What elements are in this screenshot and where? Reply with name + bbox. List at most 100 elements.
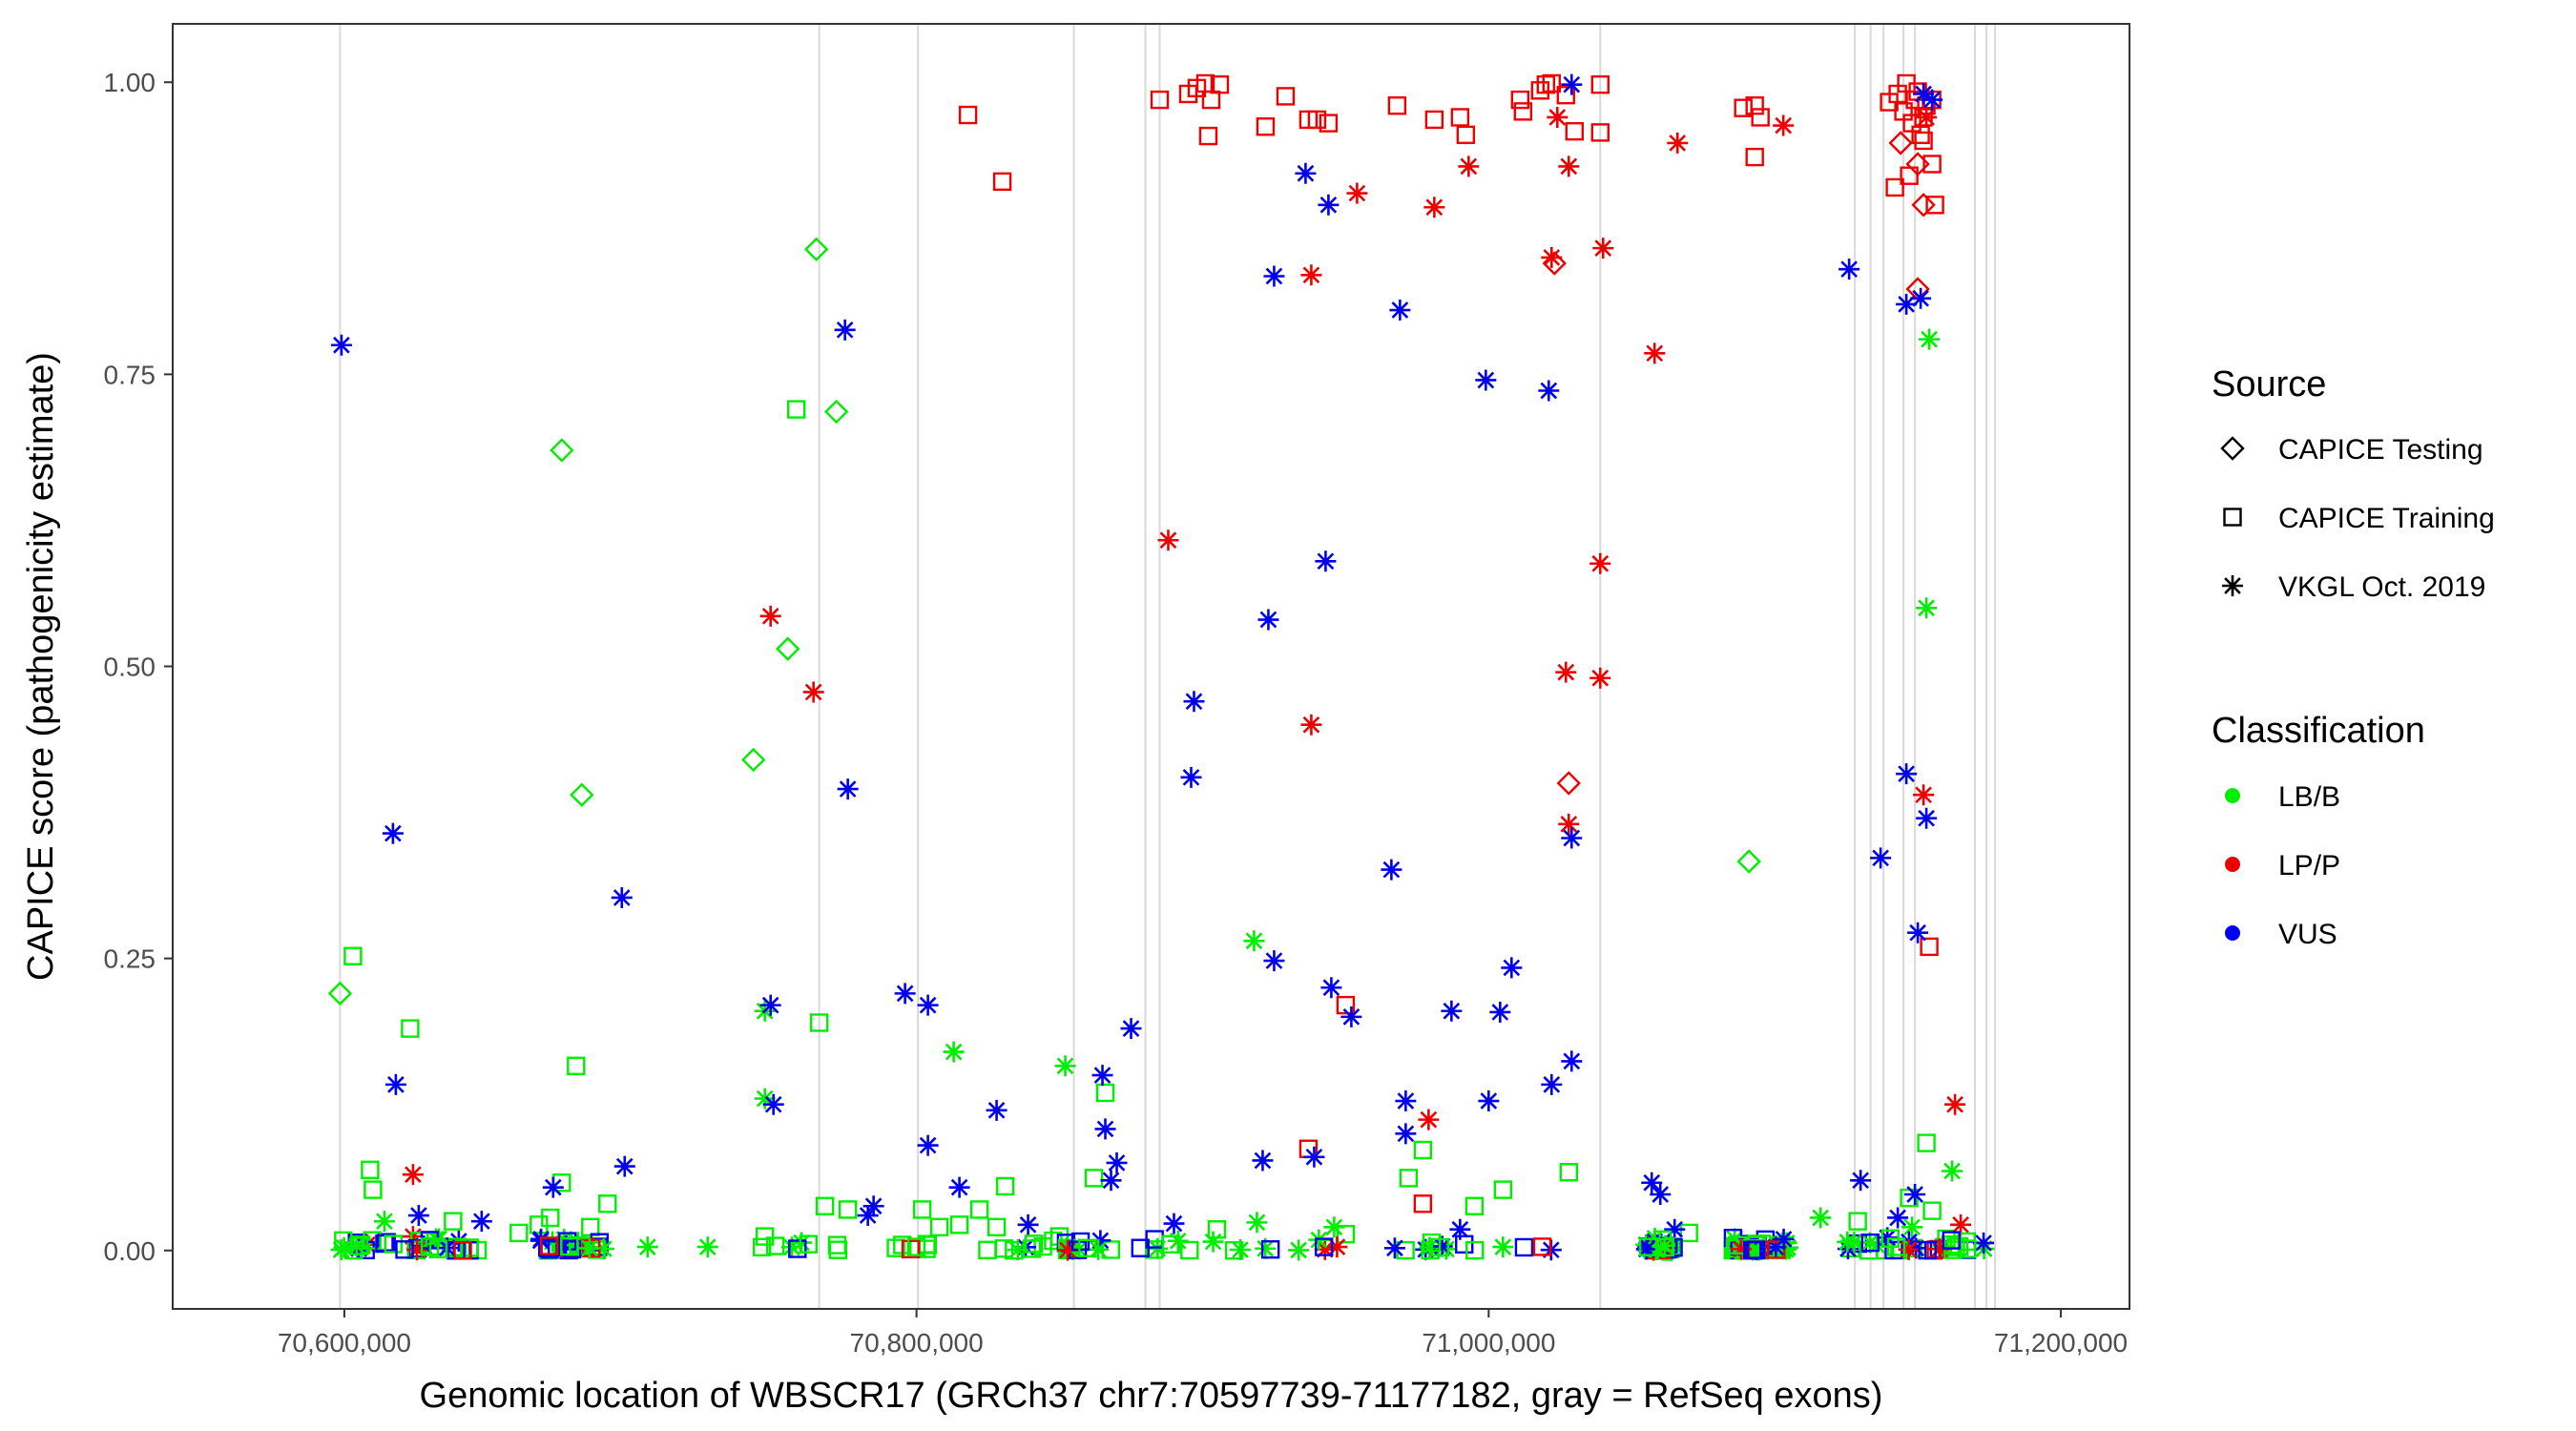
data-point xyxy=(1413,1140,1433,1160)
data-point xyxy=(613,1155,635,1177)
data-point xyxy=(444,1212,463,1231)
data-point xyxy=(1300,264,1322,286)
baseline-point xyxy=(1415,1238,1437,1260)
data-point xyxy=(1478,1090,1500,1112)
data-point xyxy=(1922,89,1943,111)
data-point xyxy=(541,1208,560,1228)
data-point xyxy=(1252,1150,1274,1172)
data-point xyxy=(1839,259,1860,280)
data-point xyxy=(958,105,978,125)
baseline-point xyxy=(1942,1231,1962,1250)
data-point xyxy=(1399,1169,1419,1188)
baseline-point xyxy=(1773,1228,1795,1250)
data-point xyxy=(1848,1212,1867,1231)
baseline-point xyxy=(752,1237,772,1256)
data-point xyxy=(1180,766,1202,788)
baseline-point xyxy=(1742,1239,1764,1261)
legend-class-label: LB/B xyxy=(2278,781,2340,813)
baseline-point xyxy=(791,1232,813,1254)
data-point xyxy=(382,822,404,844)
data-point xyxy=(1887,1207,1909,1229)
data-point xyxy=(1150,90,1170,110)
data-point xyxy=(1810,1207,1832,1229)
data-point xyxy=(1850,1170,1872,1192)
data-point xyxy=(1944,1093,1966,1115)
data-point xyxy=(1922,1201,1942,1220)
data-points xyxy=(327,73,1995,1261)
data-point xyxy=(1911,193,1936,218)
data-point xyxy=(1450,108,1470,127)
baseline-point xyxy=(1007,1239,1028,1261)
baseline-point xyxy=(901,1239,921,1259)
data-point xyxy=(1561,1050,1583,1072)
data-point xyxy=(1736,849,1761,874)
data-point xyxy=(823,399,849,425)
data-point xyxy=(862,1195,884,1217)
data-point xyxy=(943,1041,965,1063)
data-point xyxy=(1916,106,1938,128)
baseline-point xyxy=(1635,1238,1657,1260)
data-point xyxy=(948,1176,970,1198)
data-point xyxy=(550,438,574,463)
data-point xyxy=(1679,1223,1698,1243)
baseline-point xyxy=(1638,1237,1658,1256)
baseline-point xyxy=(1419,1236,1441,1258)
data-point xyxy=(917,1134,939,1156)
baseline-point xyxy=(788,1239,807,1258)
baseline-point xyxy=(460,1238,479,1257)
data-point xyxy=(1263,950,1285,972)
data-point xyxy=(1424,110,1444,130)
data-point xyxy=(809,1013,829,1032)
data-point xyxy=(1157,529,1179,551)
data-point xyxy=(509,1223,529,1243)
data-point xyxy=(834,319,856,341)
exon-lines xyxy=(339,25,1997,1308)
data-point xyxy=(1492,1236,1514,1258)
data-point xyxy=(1541,1073,1563,1095)
baseline-point xyxy=(1928,1238,1950,1260)
data-point xyxy=(1387,96,1407,115)
baseline-point xyxy=(1898,1238,1920,1260)
data-point xyxy=(1326,1236,1348,1258)
data-point xyxy=(384,1073,406,1095)
data-point xyxy=(1320,977,1342,999)
x-tick-label: 70,800,000 xyxy=(850,1328,984,1358)
baseline-point xyxy=(1730,1238,1752,1260)
data-point xyxy=(1336,1224,1356,1244)
legend-class-key xyxy=(2225,925,2240,941)
y-axis-ticks: 0.00 0.25 0.50 0.75 1.00 xyxy=(104,68,173,1266)
baseline-point xyxy=(1905,1237,1927,1259)
baseline-point xyxy=(330,1239,352,1261)
baseline-point xyxy=(1973,1232,1995,1254)
data-point xyxy=(1561,73,1583,95)
data-point xyxy=(1257,609,1279,631)
data-point xyxy=(567,1056,586,1075)
data-point xyxy=(1900,166,1919,185)
baseline-point xyxy=(1837,1231,1859,1253)
data-point xyxy=(1641,1172,1663,1193)
data-point xyxy=(1950,1213,1972,1235)
data-point xyxy=(1925,196,1944,215)
baseline-point xyxy=(560,1236,579,1256)
data-point xyxy=(1183,691,1205,713)
data-point xyxy=(755,1227,775,1246)
baseline-point xyxy=(344,1240,364,1260)
baseline-point xyxy=(377,1233,396,1252)
data-point xyxy=(987,1217,1007,1236)
x-tick-label: 71,000,000 xyxy=(1422,1328,1555,1358)
data-point xyxy=(402,1164,424,1186)
data-point xyxy=(402,1226,424,1248)
baseline-point xyxy=(1918,1240,1937,1260)
data-point xyxy=(917,994,939,1016)
data-point xyxy=(986,1099,1008,1121)
data-point xyxy=(1465,1196,1485,1215)
baseline-point xyxy=(1147,1237,1169,1259)
data-point xyxy=(361,1160,380,1179)
x-axis-ticks: 70,600,000 70,800,000 71,000,000 71,200,000 xyxy=(278,1309,2128,1358)
data-point xyxy=(762,1093,784,1115)
data-point xyxy=(1745,147,1764,167)
data-point xyxy=(1542,251,1567,276)
data-point xyxy=(1773,114,1795,136)
baseline-point xyxy=(1880,1229,1900,1248)
